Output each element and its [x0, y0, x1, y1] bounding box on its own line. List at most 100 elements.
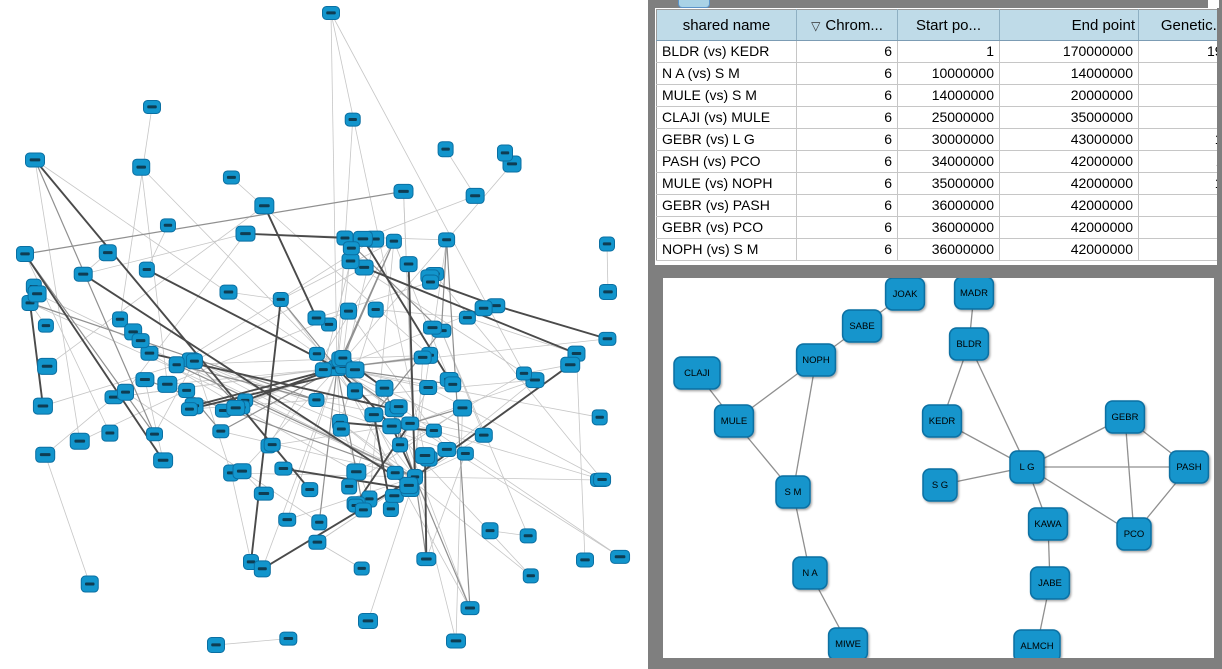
overview-edge[interactable]: [355, 422, 411, 505]
overview-node[interactable]: [465, 187, 485, 204]
column-header-start-position[interactable]: Start po...: [897, 9, 1000, 41]
overview-node[interactable]: [131, 333, 150, 349]
column-header-chromosome[interactable]: ▽ Chrom...: [796, 9, 898, 41]
node-madr[interactable]: MADR: [953, 278, 995, 310]
overview-node[interactable]: [598, 283, 617, 300]
node-gebr[interactable]: GEBR: [1104, 400, 1146, 434]
overview-node[interactable]: [307, 310, 326, 326]
overview-node[interactable]: [101, 424, 119, 442]
overview-edge[interactable]: [176, 364, 317, 401]
overview-edge[interactable]: [424, 455, 428, 560]
overview-node[interactable]: [132, 158, 151, 176]
table-row[interactable]: CLAJI (vs) MULE625000000350000005.9: [656, 106, 1217, 129]
detail-edge[interactable]: [792, 359, 817, 493]
node-claji[interactable]: CLAJI: [673, 356, 721, 390]
overview-node[interactable]: [474, 427, 493, 443]
overview-node[interactable]: [25, 152, 45, 168]
node-n-a[interactable]: N A: [792, 556, 828, 590]
overview-node[interactable]: [353, 561, 370, 576]
overview-node[interactable]: [274, 461, 293, 476]
overview-edge[interactable]: [250, 299, 282, 563]
overview-node[interactable]: [263, 437, 281, 452]
overview-node[interactable]: [254, 197, 275, 215]
overview-node[interactable]: [80, 575, 99, 593]
overview-edge[interactable]: [495, 304, 608, 340]
overview-node[interactable]: [308, 392, 325, 407]
overview-node[interactable]: [185, 353, 203, 370]
overview-edge[interactable]: [336, 367, 484, 436]
overview-edge[interactable]: [34, 159, 318, 355]
overview-node[interactable]: [178, 382, 196, 398]
overview-node[interactable]: [16, 246, 34, 262]
overview-node[interactable]: [279, 631, 298, 646]
overview-node[interactable]: [135, 372, 155, 388]
overview-node[interactable]: [382, 418, 402, 435]
node-s-g[interactable]: S G: [922, 468, 958, 502]
overview-node[interactable]: [560, 356, 581, 373]
overview-edge[interactable]: [119, 106, 153, 320]
node-pash[interactable]: PASH: [1168, 450, 1210, 484]
overview-edge[interactable]: [44, 396, 115, 456]
overview-node[interactable]: [386, 465, 404, 480]
overview-node[interactable]: [322, 6, 340, 20]
overview-edge[interactable]: [316, 281, 431, 319]
overview-node[interactable]: [358, 613, 378, 629]
overview-node[interactable]: [145, 427, 163, 442]
overview-node[interactable]: [416, 552, 437, 567]
overview-node[interactable]: [272, 292, 289, 308]
table-row[interactable]: MULE (vs) NOPH6350000004200000010.5: [656, 172, 1217, 195]
overview-edge[interactable]: [330, 12, 338, 369]
overview-node[interactable]: [415, 447, 436, 465]
table-row[interactable]: GEBR (vs) PCO636000000420000008.4: [656, 216, 1217, 239]
overview-node[interactable]: [140, 345, 159, 361]
column-header-end-point[interactable]: End point: [999, 9, 1139, 41]
scrollbar-fragment[interactable]: [678, 0, 710, 8]
overview-edge[interactable]: [441, 330, 485, 436]
overview-edge[interactable]: [414, 476, 471, 609]
overview-node[interactable]: [345, 361, 365, 379]
overview-edge[interactable]: [336, 367, 365, 511]
column-header-genetic-distance[interactable]: Genetic...: [1138, 9, 1217, 41]
overview-node[interactable]: [69, 432, 90, 450]
node-mule[interactable]: MULE: [713, 404, 755, 438]
overview-node[interactable]: [98, 244, 117, 262]
overview-edge[interactable]: [336, 367, 341, 423]
overview-node[interactable]: [32, 397, 53, 415]
overview-node[interactable]: [143, 100, 161, 114]
overview-node[interactable]: [235, 225, 256, 242]
overview-edge[interactable]: [24, 253, 164, 461]
overview-node[interactable]: [598, 331, 617, 346]
table-row[interactable]: GEBR (vs) L G6300000004300000016.9: [656, 128, 1217, 151]
overview-node[interactable]: [253, 486, 274, 501]
overview-node[interactable]: [522, 568, 539, 584]
overview-node[interactable]: [393, 183, 414, 199]
overview-edge[interactable]: [240, 407, 357, 473]
overview-edge[interactable]: [375, 309, 468, 319]
overview-node[interactable]: [301, 482, 319, 498]
table-row[interactable]: NOPH (vs) S M636000000420000009.9: [656, 238, 1217, 261]
overview-edge[interactable]: [280, 299, 338, 369]
overview-edge[interactable]: [322, 261, 351, 370]
overview-node[interactable]: [308, 346, 325, 361]
overview-node[interactable]: [346, 463, 367, 481]
table-row[interactable]: PASH (vs) PCO6340000004200000011.4: [656, 150, 1217, 173]
overview-node[interactable]: [456, 446, 474, 461]
overview-edge[interactable]: [44, 454, 91, 585]
overview-edge[interactable]: [140, 166, 338, 369]
overview-node[interactable]: [332, 421, 350, 437]
table-row[interactable]: N A (vs) S M610000000140000006.6: [656, 62, 1217, 85]
node-sabe[interactable]: SABE: [841, 309, 883, 343]
overview-node[interactable]: [339, 302, 357, 320]
overview-node[interactable]: [437, 141, 454, 158]
table-row[interactable]: BLDR (vs) KEDR61170000000192.0: [656, 40, 1217, 63]
overview-edge[interactable]: [29, 302, 44, 407]
overview-node[interactable]: [474, 300, 493, 317]
overview-node[interactable]: [444, 376, 462, 393]
overview-node[interactable]: [180, 402, 198, 417]
detail-network-canvas[interactable]: JOAK MADR SABE NOPH CLAJI BLDR MULE KEDR GEBR L G…: [663, 278, 1214, 658]
overview-node[interactable]: [232, 463, 252, 480]
overview-node[interactable]: [157, 375, 178, 393]
node-joak[interactable]: JOAK: [884, 278, 926, 311]
overview-edge[interactable]: [409, 239, 448, 490]
overview-edge[interactable]: [414, 364, 571, 478]
